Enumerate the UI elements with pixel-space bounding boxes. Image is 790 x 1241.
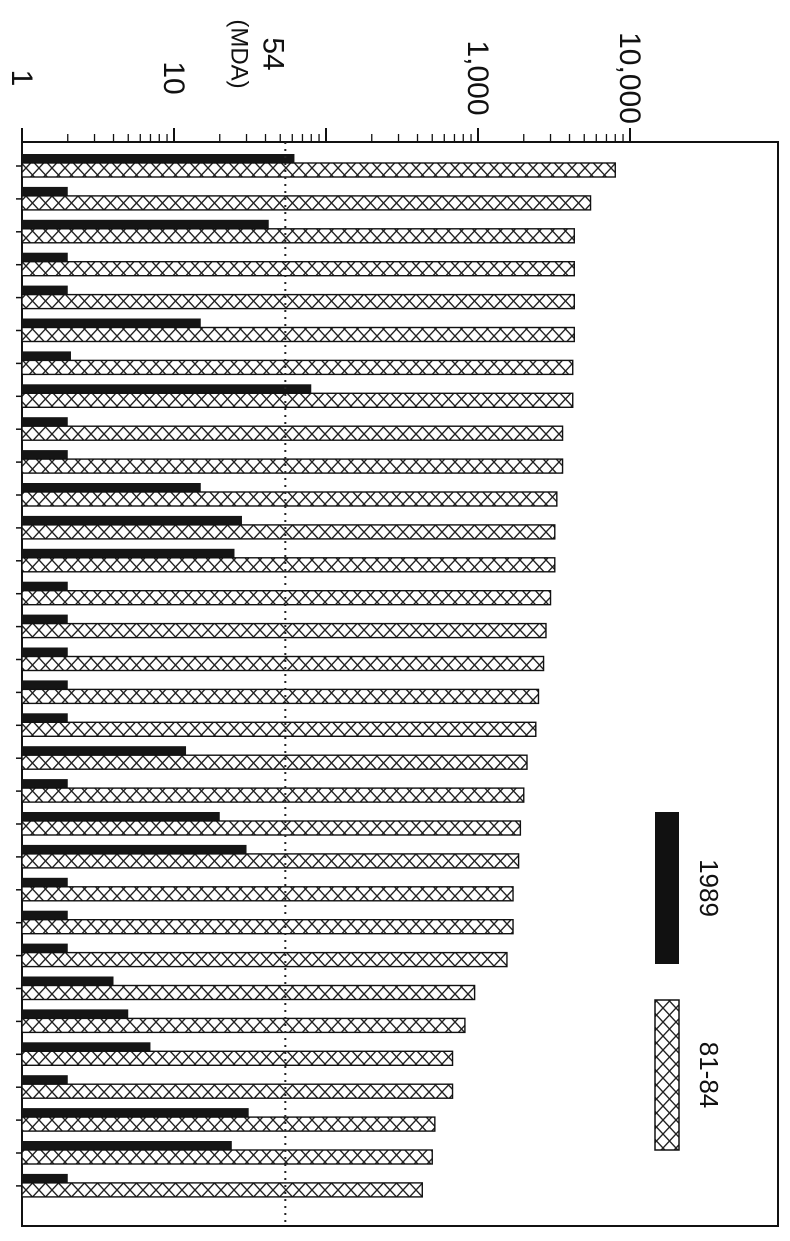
bar-81-84 (21, 655, 545, 672)
bar-81-84 (21, 1149, 433, 1165)
legend-label-81-84: 81-84 (694, 1042, 724, 1109)
bar-81-84 (21, 820, 522, 836)
bar-81-84 (21, 557, 556, 573)
bar-81-84 (21, 951, 508, 968)
bar-1989 (22, 285, 68, 295)
bar-1989 (22, 976, 114, 986)
bar-81-84 (21, 1017, 466, 1034)
bar-1989 (22, 1042, 151, 1052)
bar-81-84 (21, 228, 575, 244)
bar-1989 (22, 1108, 249, 1118)
bar-1989 (22, 548, 235, 558)
bar-81-84 (21, 787, 525, 803)
bar-81-84 (21, 261, 575, 277)
tick-label: 1 (5, 70, 38, 87)
bar-1989 (22, 614, 68, 624)
bar-1989 (22, 219, 269, 229)
legend-swatch-1989 (655, 812, 679, 964)
bar-81-84 (21, 392, 574, 408)
reference-line-sublabel: (MDA) (225, 19, 252, 88)
tick-label: 10,000 (613, 32, 646, 124)
bar-81-84 (21, 721, 537, 737)
bar-1989 (22, 483, 201, 492)
legend-swatch-81-84 (654, 999, 680, 1151)
bar-1989 (22, 680, 68, 690)
bar-81-84 (21, 524, 556, 540)
bar-1989 (22, 647, 68, 657)
bar-81-84 (21, 1116, 436, 1132)
bar-81-84 (21, 359, 574, 376)
bar-1989 (22, 713, 68, 723)
bar-81-84 (21, 458, 564, 474)
bar-81-84 (21, 984, 476, 1001)
bar-81-84 (21, 622, 547, 639)
bar-81-84 (21, 293, 575, 310)
bar-81-84 (21, 886, 514, 902)
bar-1989 (22, 318, 201, 328)
reference-line-label: 54 (256, 37, 289, 70)
bar-1989 (22, 154, 295, 163)
bar-1989 (22, 581, 68, 591)
bar-1989 (22, 351, 71, 361)
bar-81-84 (21, 326, 575, 343)
bar-1989 (22, 877, 68, 887)
bar-1989 (22, 252, 68, 262)
bar-1989 (22, 812, 220, 821)
bar-1989 (22, 450, 68, 460)
tick-label: 10 (157, 61, 190, 94)
bar-1989 (22, 417, 68, 427)
tick-label: 1,000 (461, 40, 494, 115)
bar-1989 (22, 186, 68, 196)
bar-81-84 (21, 853, 520, 869)
bar-1989 (22, 746, 187, 756)
bar-1989 (22, 515, 242, 525)
bar-1989 (22, 1173, 68, 1183)
bar-81-84 (21, 919, 514, 935)
bar-81-84 (21, 1083, 454, 1099)
bar-1989 (22, 1009, 129, 1019)
bar-81-84 (21, 1182, 423, 1198)
bar-81-84 (21, 162, 616, 178)
bar-1989 (22, 844, 247, 854)
bar-81-84 (21, 195, 592, 211)
bar-81-84 (21, 425, 564, 441)
bar-1989 (22, 943, 68, 953)
bar-81-84 (21, 1050, 454, 1067)
bar-81-84 (21, 754, 528, 770)
bar-1989 (22, 384, 312, 394)
bar-81-84 (21, 491, 558, 507)
bar-1989 (22, 910, 68, 920)
bar-1989 (22, 1075, 68, 1085)
bar-1989 (22, 1141, 232, 1150)
legend-label-1989: 1989 (694, 859, 724, 917)
bar-1989 (22, 779, 68, 789)
bar-81-84 (21, 688, 540, 705)
